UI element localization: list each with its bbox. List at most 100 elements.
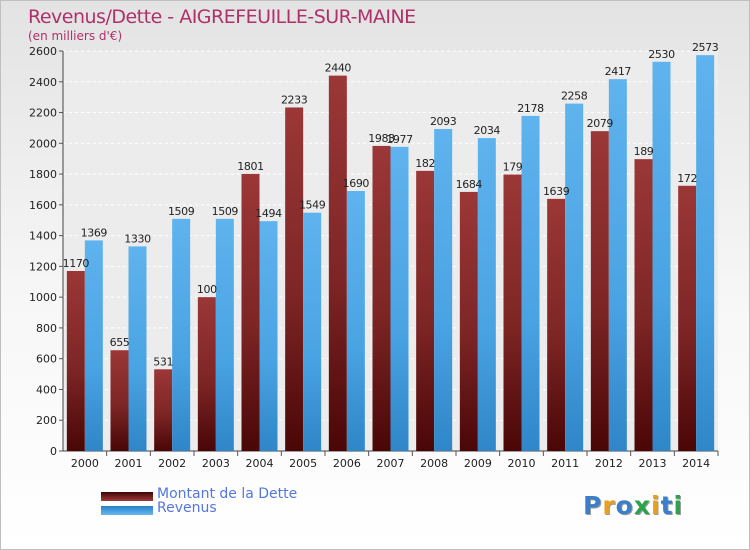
data-label-dette: 179 — [503, 161, 523, 174]
bar-revenus — [128, 246, 147, 451]
data-label-revenus: 2417 — [605, 65, 632, 78]
data-label-revenus: 2093 — [430, 115, 457, 128]
bar-dette — [634, 159, 653, 451]
data-label-revenus: 1549 — [299, 199, 326, 212]
x-tick-label: 2012 — [595, 457, 623, 470]
y-tick-label: 800 — [36, 322, 57, 335]
x-tick-label: 2004 — [246, 457, 274, 470]
x-tick-label: 2011 — [551, 457, 579, 470]
bar-dette — [197, 297, 216, 451]
bar-revenus — [303, 212, 322, 451]
bar-dette — [416, 170, 435, 451]
x-tick-label: 2013 — [639, 457, 667, 470]
data-label-dette: 1801 — [237, 160, 263, 173]
y-tick-label: 0 — [50, 445, 57, 458]
data-label-revenus: 1690 — [343, 177, 370, 190]
x-tick-label: 2009 — [464, 457, 492, 470]
x-tick-label: 2010 — [508, 457, 536, 470]
bar-dette — [590, 131, 609, 451]
x-tick-label: 2002 — [158, 457, 186, 470]
data-label-dette: 189 — [634, 145, 654, 158]
bar-revenus — [346, 191, 365, 451]
bar-dette — [66, 271, 85, 451]
data-label-dette: 2233 — [281, 93, 308, 106]
y-tick-label: 2200 — [29, 107, 57, 120]
data-label-dette: 531 — [153, 355, 173, 368]
legend-swatch-dette — [101, 492, 153, 501]
x-tick-label: 2001 — [115, 457, 143, 470]
bar-dette — [154, 369, 173, 451]
y-tick-label: 600 — [36, 353, 57, 366]
data-label-revenus: 2178 — [517, 102, 544, 115]
brand-letter: P — [583, 491, 603, 520]
data-label-dette: 182 — [415, 157, 435, 170]
y-tick-label: 2400 — [29, 76, 57, 89]
data-label-revenus: 2530 — [648, 48, 675, 61]
y-tick-label: 1400 — [29, 230, 57, 243]
bar-revenus — [84, 240, 103, 451]
x-tick-label: 2008 — [420, 457, 448, 470]
bar-revenus — [172, 218, 191, 451]
x-tick-label: 2000 — [71, 457, 99, 470]
y-tick-label: 1000 — [29, 291, 57, 304]
x-tick-label: 2014 — [682, 457, 710, 470]
data-label-dette: 1170 — [63, 257, 90, 270]
data-label-dette: 100 — [197, 283, 217, 296]
data-label-revenus: 1494 — [255, 207, 282, 220]
y-tick-label: 400 — [36, 383, 57, 396]
data-label-revenus: 1509 — [168, 205, 195, 218]
legend-label-revenus: Revenus — [157, 500, 217, 516]
brand-letter: o — [615, 491, 634, 520]
y-tick-label: 2600 — [29, 45, 57, 58]
x-tick-label: 2007 — [377, 457, 405, 470]
data-label-revenus: 1977 — [386, 133, 413, 146]
x-tick-label: 2005 — [289, 457, 317, 470]
bar-revenus — [259, 221, 278, 451]
legend-swatch-revenus — [101, 506, 153, 515]
brand-letter: x — [633, 491, 651, 520]
bar-revenus — [434, 129, 453, 451]
y-tick-label: 2000 — [29, 137, 57, 150]
bar-revenus — [215, 218, 234, 451]
brand-letter: r — [602, 491, 616, 520]
brand-letter: i — [651, 491, 661, 520]
y-tick-label: 1600 — [29, 199, 57, 212]
bar-dette — [241, 173, 260, 451]
data-label-dette: 1684 — [456, 178, 483, 191]
data-label-revenus: 2258 — [561, 90, 588, 103]
data-label-dette: 2440 — [325, 62, 352, 75]
x-tick-label: 2006 — [333, 457, 361, 470]
x-tick-label: 2003 — [202, 457, 230, 470]
brand-letter: i — [673, 491, 684, 520]
bar-dette — [285, 107, 304, 451]
bar-revenus — [608, 79, 627, 452]
bar-revenus — [696, 55, 715, 452]
bar-dette — [459, 191, 478, 451]
data-label-revenus: 2573 — [692, 41, 719, 54]
bar-dette — [372, 145, 391, 451]
bar-revenus — [565, 103, 584, 451]
bar-dette — [503, 174, 522, 452]
data-label-dette: 655 — [110, 336, 130, 349]
data-label-revenus: 1509 — [212, 205, 239, 218]
chart-subtitle: (en milliers d'€) — [28, 29, 123, 43]
chart-title: Revenus/Dette - AIGREFEUILLE-SUR-MAINE — [28, 6, 416, 28]
data-label-revenus: 1330 — [124, 232, 151, 245]
y-tick-label: 1800 — [29, 168, 57, 181]
bar-dette — [678, 185, 697, 451]
proxiti-logo: Proxiti — [583, 491, 683, 520]
legend-label-dette: Montant de la Dette — [157, 486, 298, 502]
data-label-revenus: 1369 — [81, 226, 108, 239]
data-label-revenus: 2034 — [474, 124, 501, 137]
data-label-dette: 1639 — [543, 185, 570, 198]
data-label-dette: 172 — [677, 172, 697, 185]
bar-revenus — [477, 138, 496, 452]
bar-dette — [110, 350, 129, 451]
data-label-dette: 2079 — [587, 117, 614, 130]
brand-letter: t — [660, 491, 674, 520]
data-label-dette: 1983 — [368, 132, 395, 145]
y-tick-label: 1200 — [29, 260, 57, 273]
y-tick-label: 200 — [36, 414, 57, 427]
